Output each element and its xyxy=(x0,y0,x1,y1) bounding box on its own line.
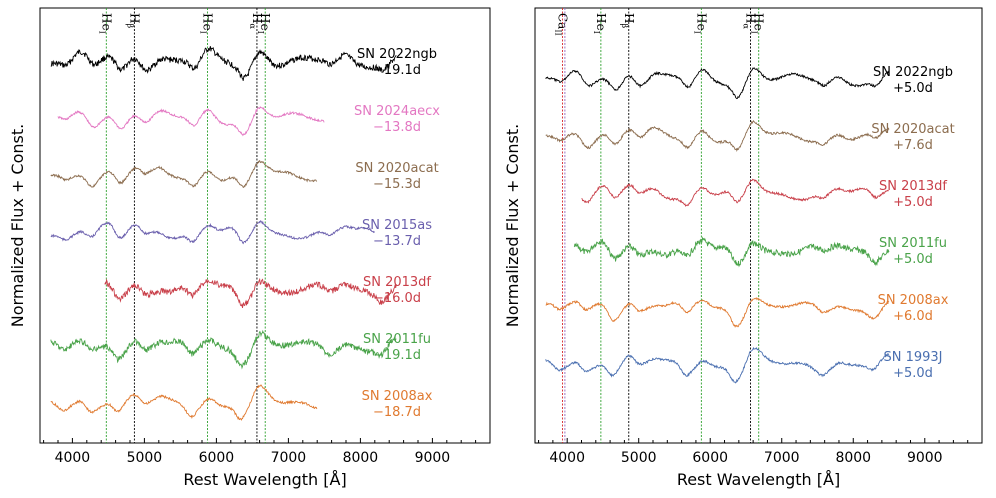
line-marker-label: HeI xyxy=(97,13,113,34)
line-marker-label-sub: α xyxy=(741,23,750,29)
series-phase-label: −13.7d xyxy=(373,234,421,249)
series-name-label: SN 1993J xyxy=(883,350,942,365)
line-marker-label: Hα xyxy=(248,13,264,29)
line-marker-label: HeI xyxy=(592,13,608,34)
line-marker-label-sub: α xyxy=(248,23,257,29)
spectrum-line xyxy=(104,277,397,308)
series-phase-label: −16.0d xyxy=(373,291,421,306)
x-tick-label: 4000 xyxy=(549,450,585,466)
line-marker-label: Hβ xyxy=(620,13,636,28)
series-name-label: SN 2022ngb xyxy=(357,47,437,62)
line-marker-label-sub: I xyxy=(592,31,601,34)
series-phase-label: −19.1d xyxy=(373,348,421,363)
series-phase-label: +5.0d xyxy=(893,252,933,267)
line-marker-label: HeI xyxy=(750,13,766,34)
line-marker-label-main: He xyxy=(694,13,708,31)
x-tick-label: 5000 xyxy=(127,450,163,466)
line-marker-label-sub: I xyxy=(198,31,207,34)
line-marker-label-main: He xyxy=(258,13,272,31)
series-name-label: SN 2024aecx xyxy=(354,104,440,119)
x-axis-label: Rest Wavelength [Å] xyxy=(677,470,840,489)
line-marker-label-main: He xyxy=(99,13,113,31)
series-name-label: SN 2013df xyxy=(879,179,947,194)
series-phase-label: −13.8d xyxy=(373,120,421,135)
x-tick-label: 7000 xyxy=(271,450,307,466)
line-marker-label-sub: I xyxy=(692,31,701,34)
series-name-label: SN 2015as xyxy=(362,218,432,233)
line-marker-label-main: Ca xyxy=(555,13,569,29)
spectrum-line xyxy=(581,178,889,207)
series-name-label: SN 2013df xyxy=(363,275,431,290)
x-tick-label: 6000 xyxy=(199,450,235,466)
line-marker-label-main: H xyxy=(250,13,264,23)
series-phase-label: +5.0d xyxy=(893,366,933,381)
line-marker-label-main: He xyxy=(752,13,766,31)
spectrum-line xyxy=(50,159,318,188)
x-axis-label: Rest Wavelength [Å] xyxy=(183,470,346,489)
series-phase-label: −15.3d xyxy=(373,177,421,192)
line-marker-label-sub: β xyxy=(620,23,629,28)
line-marker-label: Hβ xyxy=(125,13,141,28)
series-name-label: SN 2008ax xyxy=(362,389,433,404)
spectrum-line xyxy=(50,220,375,245)
line-marker-label-sub: I xyxy=(750,31,759,34)
series-phase-label: +5.0d xyxy=(893,81,933,96)
spectrum-line xyxy=(545,67,890,100)
series-name-label: SN 2008ax xyxy=(878,293,949,308)
spectrum-line xyxy=(545,346,890,384)
x-tick-label: 5000 xyxy=(621,450,657,466)
line-marker-label: Hα xyxy=(741,13,757,29)
line-marker-label-main: H xyxy=(743,13,757,23)
line-marker-label: HeI xyxy=(198,13,214,34)
spectrum-line xyxy=(50,329,397,370)
line-marker-label-main: H xyxy=(127,13,141,23)
x-tick-label: 9000 xyxy=(415,450,451,466)
x-tick-label: 8000 xyxy=(835,450,871,466)
right-panel: 4000 5000 6000 7000 8000 9000 Rest Wavelength … xyxy=(503,7,983,489)
spectrum-line xyxy=(50,46,397,81)
line-marker-label-main: He xyxy=(594,13,608,31)
x-tick-label: 8000 xyxy=(343,450,379,466)
x-tick-label: 6000 xyxy=(692,450,728,466)
series-phase-label: −19.1d xyxy=(373,63,421,78)
left-panel: 4000 5000 6000 7000 8000 9000 Rest Wavelength … xyxy=(8,7,491,489)
spectrum-line xyxy=(50,384,318,421)
line-marker-label-main: H xyxy=(622,13,636,23)
line-marker-label-sub: I xyxy=(256,31,265,34)
line-marker-label-sub: II xyxy=(553,29,562,35)
y-axis-label: Normalized Flux + Const. xyxy=(503,124,522,327)
line-marker-label: HeI xyxy=(692,13,708,34)
series-phase-label: +7.6d xyxy=(893,138,933,153)
x-tick-label: 7000 xyxy=(764,450,800,466)
series-name-label: SN 2022ngb xyxy=(873,65,953,80)
spectrum-line xyxy=(545,297,890,328)
spectrum-line xyxy=(545,119,890,153)
series-name-label: SN 2011fu xyxy=(363,332,431,347)
series-name-label: SN 2011fu xyxy=(879,236,947,251)
series-name-label: SN 2020acat xyxy=(871,122,954,137)
x-tick-label: 4000 xyxy=(55,450,91,466)
spectrum-line xyxy=(573,236,890,268)
line-marker-label-sub: I xyxy=(97,31,106,34)
series-phase-label: −18.7d xyxy=(373,405,421,420)
series-phase-label: +5.0d xyxy=(893,195,933,210)
series-phase-label: +6.0d xyxy=(893,309,933,324)
x-tick-label: 9000 xyxy=(907,450,943,466)
series-name-label: SN 2020acat xyxy=(355,161,438,176)
line-marker-label: CaII xyxy=(553,13,569,36)
line-marker-label: HeI xyxy=(256,13,272,34)
line-marker-label-sub: β xyxy=(125,23,134,28)
y-axis-label: Normalized Flux + Const. xyxy=(8,124,27,327)
spectrum-line xyxy=(57,105,325,137)
line-marker-label-main: He xyxy=(200,13,214,31)
